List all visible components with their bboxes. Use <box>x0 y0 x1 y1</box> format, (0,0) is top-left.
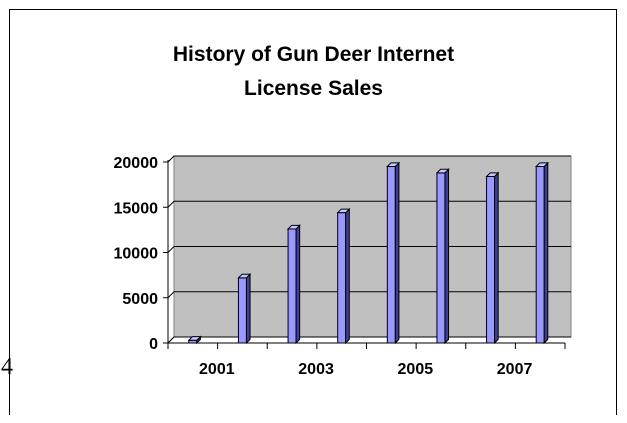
bar-top <box>286 224 301 230</box>
bar <box>337 212 347 344</box>
bar-top <box>534 162 549 168</box>
bar-top <box>336 208 351 214</box>
bar <box>386 166 396 344</box>
bar-top <box>237 273 252 279</box>
x-tick-label: 2001 <box>199 361 235 378</box>
bar-side <box>394 161 400 345</box>
bar-side <box>295 224 301 345</box>
y-tick-label: 15000 <box>114 200 159 217</box>
bar-top <box>485 172 500 177</box>
chart-title-line-2: License Sales <box>244 77 383 100</box>
gridline <box>167 155 571 163</box>
bar <box>486 175 496 344</box>
bar-top <box>187 336 202 341</box>
bar <box>535 166 545 344</box>
x-tick-label: 2003 <box>298 361 334 378</box>
chart-title: History of Gun Deer Internet License Sal… <box>0 38 627 106</box>
bar-side <box>444 168 450 345</box>
floor-edge <box>167 336 571 344</box>
x-tick-label: 2005 <box>398 361 434 378</box>
bar <box>237 277 247 344</box>
bar-side <box>245 273 251 345</box>
page-number: 4 <box>1 354 13 380</box>
bar <box>436 172 446 344</box>
y-tick-label: 20000 <box>114 155 159 172</box>
chart-title-line-1: History of Gun Deer Internet <box>172 43 455 66</box>
bar-side <box>345 207 350 345</box>
bar <box>287 228 297 344</box>
x-tick-label: 2007 <box>497 361 533 378</box>
y-tick-label: 0 <box>149 336 158 353</box>
y-tick-label: 10000 <box>114 246 159 263</box>
bar-top <box>435 168 450 174</box>
chart-frame <box>9 9 617 415</box>
y-tick-label: 5000 <box>122 291 158 308</box>
plot-area <box>167 155 572 344</box>
bar-top <box>386 162 401 168</box>
bar-side <box>494 171 499 345</box>
bar-side <box>543 161 549 345</box>
